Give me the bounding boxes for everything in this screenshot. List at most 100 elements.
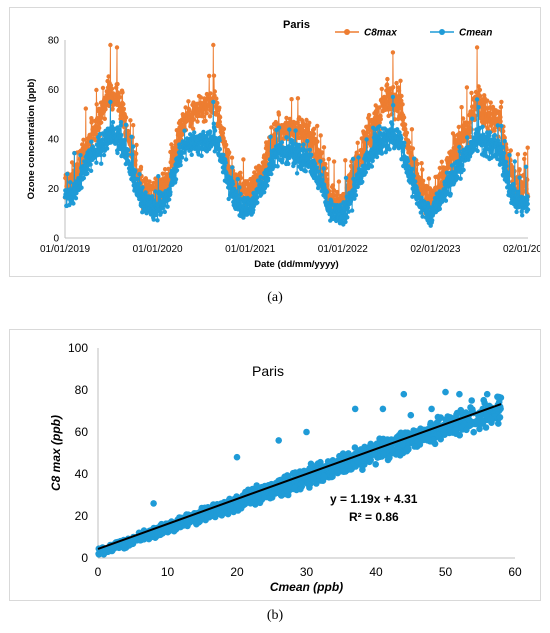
series-point	[499, 123, 504, 129]
series-point	[343, 158, 348, 163]
series-point	[199, 153, 204, 158]
x-tick-label: 10	[161, 565, 175, 579]
series-point	[391, 85, 396, 90]
series-point	[226, 164, 232, 169]
series-point	[396, 88, 402, 94]
series-point	[123, 122, 129, 128]
series-point	[512, 187, 517, 192]
series-point	[123, 115, 129, 120]
series-point	[399, 93, 404, 99]
x-tick-label: 0	[95, 565, 102, 579]
series-point	[335, 191, 340, 196]
series-point	[303, 148, 308, 153]
series-point	[485, 98, 490, 103]
series-point	[121, 101, 126, 107]
series-point	[103, 107, 108, 112]
series-point	[108, 42, 113, 48]
series-point	[319, 172, 324, 178]
series-point	[321, 166, 326, 171]
series-point	[511, 182, 516, 187]
series-point	[138, 164, 144, 170]
series-point	[378, 113, 383, 119]
series-point	[226, 196, 231, 202]
series-point	[402, 140, 407, 145]
series-point	[89, 118, 95, 123]
series-point	[353, 193, 359, 198]
series-point	[114, 85, 119, 90]
series-point	[69, 160, 75, 165]
y-tick-label: 60	[75, 425, 89, 439]
series-point	[507, 152, 512, 158]
series-point	[99, 120, 104, 125]
x-tick-label: 01/01/2020	[133, 244, 183, 255]
series-point	[359, 136, 364, 141]
series-point	[500, 145, 505, 150]
series-markers-cmean	[62, 94, 531, 228]
series-point	[72, 151, 77, 156]
series-point	[221, 152, 226, 158]
y-tick-label: 0	[81, 551, 88, 565]
series-point	[207, 129, 213, 134]
series-point	[101, 152, 107, 158]
series-point	[457, 144, 462, 150]
series-point	[405, 159, 411, 164]
series-point	[271, 160, 276, 165]
series-point	[350, 156, 356, 162]
series-point	[176, 129, 181, 134]
scatter-point	[476, 425, 483, 433]
series-point	[94, 160, 99, 165]
series-point	[474, 97, 480, 102]
series-point	[230, 165, 235, 170]
series-point	[404, 130, 410, 135]
series-point	[418, 175, 423, 181]
series-point	[345, 205, 350, 210]
series-point	[517, 175, 522, 180]
series-point	[204, 111, 209, 116]
series-point	[378, 117, 383, 122]
series-point	[198, 95, 203, 100]
series-point	[356, 155, 361, 160]
x-tick-label: 20	[230, 565, 244, 579]
series-point	[269, 125, 274, 130]
series-point	[456, 124, 461, 130]
series-point	[492, 132, 497, 138]
series-point	[109, 86, 115, 92]
series-point	[499, 99, 504, 105]
x-tick-label: 50	[439, 565, 453, 579]
series-point	[104, 146, 110, 151]
series-point	[472, 113, 477, 118]
series-point	[151, 217, 156, 222]
series-point	[121, 106, 127, 112]
series-point	[228, 175, 234, 181]
series-point	[385, 76, 390, 82]
series-point	[487, 130, 493, 135]
series-point	[224, 142, 229, 147]
y-axis-title: C8 max (ppb)	[49, 415, 63, 491]
series-point	[483, 149, 488, 155]
series-point	[166, 166, 171, 172]
series-point	[130, 152, 135, 157]
series-point	[265, 183, 270, 188]
series-point	[400, 102, 405, 107]
series-point	[125, 147, 131, 153]
series-point	[316, 169, 321, 174]
series-point	[221, 126, 227, 132]
series-point	[88, 168, 94, 173]
series-point	[297, 142, 302, 148]
series-point	[323, 195, 328, 200]
x-axis-title: Cmean (ppb)	[270, 580, 343, 594]
series-point	[178, 162, 183, 168]
series-point	[309, 152, 314, 157]
series-point	[108, 99, 113, 105]
series-point	[498, 119, 503, 124]
series-point	[109, 124, 115, 129]
series-point	[77, 180, 82, 186]
series-point	[336, 179, 342, 184]
series-point	[168, 149, 173, 155]
series-point	[520, 213, 525, 218]
series-point	[395, 108, 400, 114]
series-point	[160, 206, 165, 211]
series-point	[497, 141, 503, 146]
series-point	[118, 123, 124, 128]
y-axis-title: Ozone concentration (ppb)	[26, 79, 37, 200]
